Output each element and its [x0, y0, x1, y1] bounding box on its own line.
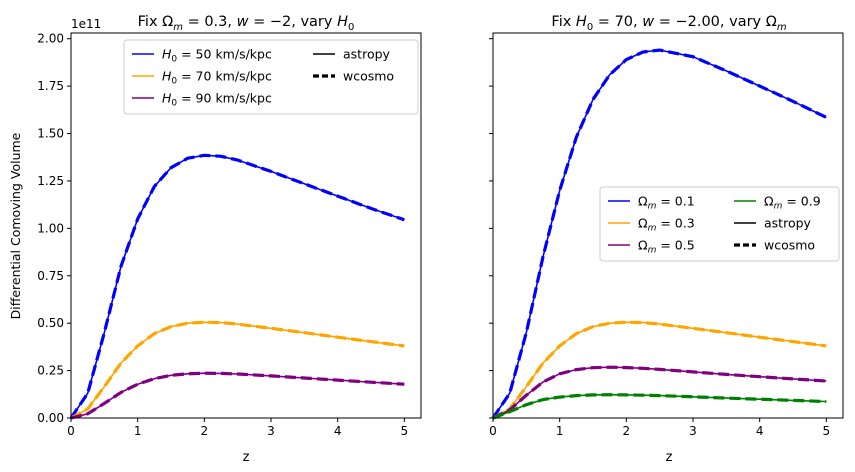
- series-line-1-astropy: [70, 154, 405, 419]
- y-tick-label: 0.75: [37, 269, 64, 283]
- x-tick-label: 2: [201, 424, 209, 438]
- x-tick-label: 0: [489, 424, 497, 438]
- x-tick-label: 5: [401, 424, 409, 438]
- left-plot-area: 0 1 2 3 4 5 0.00 0.25 0.50 0.75 1.00 1.25 1.50 1.75 2.…: [37, 32, 422, 438]
- legend-box: [599, 186, 840, 262]
- right-plot-area: 0 1 2 3 4 5: [489, 32, 844, 438]
- legend-label: H0 = 50 km/s/kpc: [162, 47, 272, 65]
- y-tick-label: 1.75: [37, 79, 64, 93]
- series-line-3-wcosmo: [492, 365, 827, 420]
- series-line-1-wcosmo: [491, 48, 827, 419]
- y-tick-label: 0.00: [37, 411, 64, 425]
- series-line-4-wcosmo: [492, 393, 827, 420]
- x-tick-label: 3: [267, 424, 275, 438]
- legend-label: astropy: [343, 47, 391, 62]
- left-ylabel: Differential Comoving Volume: [8, 132, 23, 319]
- x-tick-label: 3: [689, 424, 697, 438]
- x-tick-label: 1: [556, 424, 564, 438]
- x-tick-label: 1: [134, 424, 142, 438]
- series-line-3-wcosmo: [70, 371, 405, 420]
- legend-label: Ωm = 0.9: [764, 194, 821, 212]
- y-tick-label: 1.25: [37, 174, 64, 188]
- axes-frame: [492, 32, 844, 419]
- x-tick-label: 2: [623, 424, 631, 438]
- series-line-1-wcosmo: [69, 153, 405, 419]
- x-tick-label: 0: [67, 424, 75, 438]
- legend-label: wcosmo: [343, 69, 394, 84]
- y-tick-label: 2.00: [37, 32, 64, 46]
- legend-label: Ωm = 0.1: [638, 194, 695, 212]
- series-line-2-wcosmo: [492, 320, 827, 420]
- legend-box: [123, 39, 419, 115]
- y-tick-label: 1.50: [37, 127, 64, 141]
- legend-label: H0 = 90 km/s/kpc: [162, 91, 272, 109]
- legend-label: astropy: [764, 216, 812, 231]
- axes-frame: [70, 32, 422, 419]
- series-line-2-astropy: [70, 321, 405, 419]
- left-legend: H0 = 50 km/s/kpc H0 = 70 km/s/kpc H0 = 90 …: [123, 39, 419, 115]
- right-panel: Fix H0 = 70, w = −2.00, vary Ωm 0 1 2 3 4 5 z…: [489, 14, 844, 465]
- right-legend: Ωm = 0.1 Ωm = 0.3 Ωm = 0.5 Ωm = 0.9 astropy w…: [599, 186, 840, 262]
- x-tick-label: 5: [823, 424, 831, 438]
- y-tick-label: 0.50: [37, 316, 64, 330]
- legend-label: Ωm = 0.5: [638, 238, 695, 256]
- series-line-3-astropy: [492, 366, 827, 419]
- right-title: Fix H0 = 70, w = −2.00, vary Ωm: [551, 14, 786, 33]
- series-line-2-wcosmo: [70, 320, 405, 420]
- left-title: Fix Ωm = 0.3, w = −2, vary H0: [138, 14, 355, 33]
- y-tick-label: 1.00: [37, 221, 64, 235]
- x-tick-label: 4: [334, 424, 342, 438]
- left-panel: Fix Ωm = 0.3, w = −2, vary H0 1e11 0 1 2 3 4…: [8, 14, 422, 465]
- right-xlabel: z: [666, 450, 673, 465]
- left-offset-label: 1e11: [71, 17, 101, 31]
- y-tick-label: 0.25: [37, 364, 64, 378]
- legend-label: wcosmo: [764, 238, 815, 253]
- legend-label: Ωm = 0.3: [638, 216, 695, 234]
- left-xlabel: z: [243, 450, 250, 465]
- x-tick-label: 4: [756, 424, 764, 438]
- legend-label: H0 = 70 km/s/kpc: [162, 69, 272, 87]
